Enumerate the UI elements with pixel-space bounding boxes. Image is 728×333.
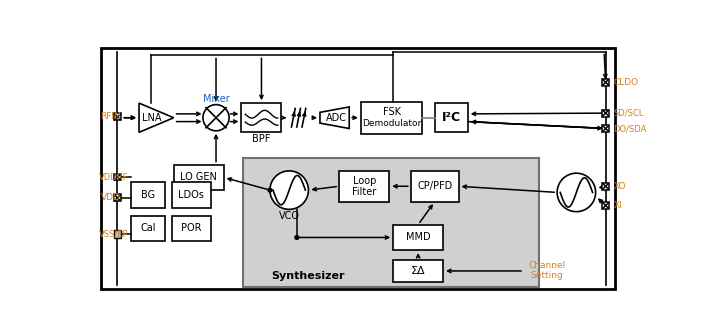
Text: BG: BG [141, 190, 155, 200]
Circle shape [268, 188, 272, 192]
Text: VSS/EP: VSS/EP [99, 229, 128, 238]
Bar [174, 165, 223, 190]
Text: I²C: I²C [442, 111, 462, 124]
Text: DO/SDA: DO/SDA [614, 124, 646, 133]
Text: Filter: Filter [352, 187, 376, 197]
Text: XI: XI [614, 201, 622, 210]
Text: RFIN: RFIN [100, 113, 122, 122]
Text: VCO: VCO [279, 211, 300, 221]
Bar [114, 173, 121, 180]
Polygon shape [320, 107, 349, 129]
Text: BPF: BPF [253, 134, 271, 144]
Circle shape [295, 235, 298, 239]
Bar [242, 103, 282, 132]
Text: XO: XO [614, 182, 626, 191]
Text: Channel: Channel [529, 261, 566, 270]
Bar [172, 182, 210, 208]
Text: LNA: LNA [141, 113, 161, 123]
Text: VDDRF: VDDRF [99, 172, 128, 181]
Polygon shape [139, 103, 174, 132]
Bar [114, 114, 121, 121]
Circle shape [557, 173, 596, 212]
Text: POR: POR [181, 223, 202, 233]
Bar [435, 103, 468, 132]
Bar [131, 215, 165, 241]
Bar [114, 230, 122, 238]
Text: ΣΔ: ΣΔ [411, 266, 425, 276]
Text: ADC: ADC [325, 113, 347, 123]
Text: Mixer: Mixer [202, 94, 229, 104]
Bar [602, 125, 609, 132]
Text: CP/PFD: CP/PFD [417, 181, 452, 191]
Text: Loop: Loop [352, 176, 376, 186]
Text: CLDO: CLDO [614, 78, 638, 87]
Bar [602, 79, 609, 86]
Text: LDOs: LDOs [178, 190, 205, 200]
Bar [361, 102, 422, 134]
Bar [602, 110, 609, 117]
Circle shape [270, 171, 309, 209]
Text: Cal: Cal [141, 223, 156, 233]
Bar [172, 215, 210, 241]
Bar [243, 158, 539, 287]
Text: Setting: Setting [531, 271, 563, 280]
Bar [393, 260, 443, 282]
Text: FSK: FSK [383, 107, 400, 117]
Text: VDD: VDD [100, 193, 120, 202]
Bar [411, 171, 459, 202]
Bar [339, 171, 389, 202]
Bar [131, 182, 165, 208]
Text: Demodulator: Demodulator [362, 119, 422, 128]
Text: SD/SCL: SD/SCL [614, 109, 644, 118]
Text: MMD: MMD [405, 232, 430, 242]
Bar [114, 194, 121, 201]
Bar [602, 183, 609, 190]
Text: LO GEN: LO GEN [181, 172, 217, 182]
Bar [393, 225, 443, 250]
Bar [602, 202, 609, 209]
Text: Synthesizer: Synthesizer [272, 271, 345, 281]
Circle shape [203, 105, 229, 131]
